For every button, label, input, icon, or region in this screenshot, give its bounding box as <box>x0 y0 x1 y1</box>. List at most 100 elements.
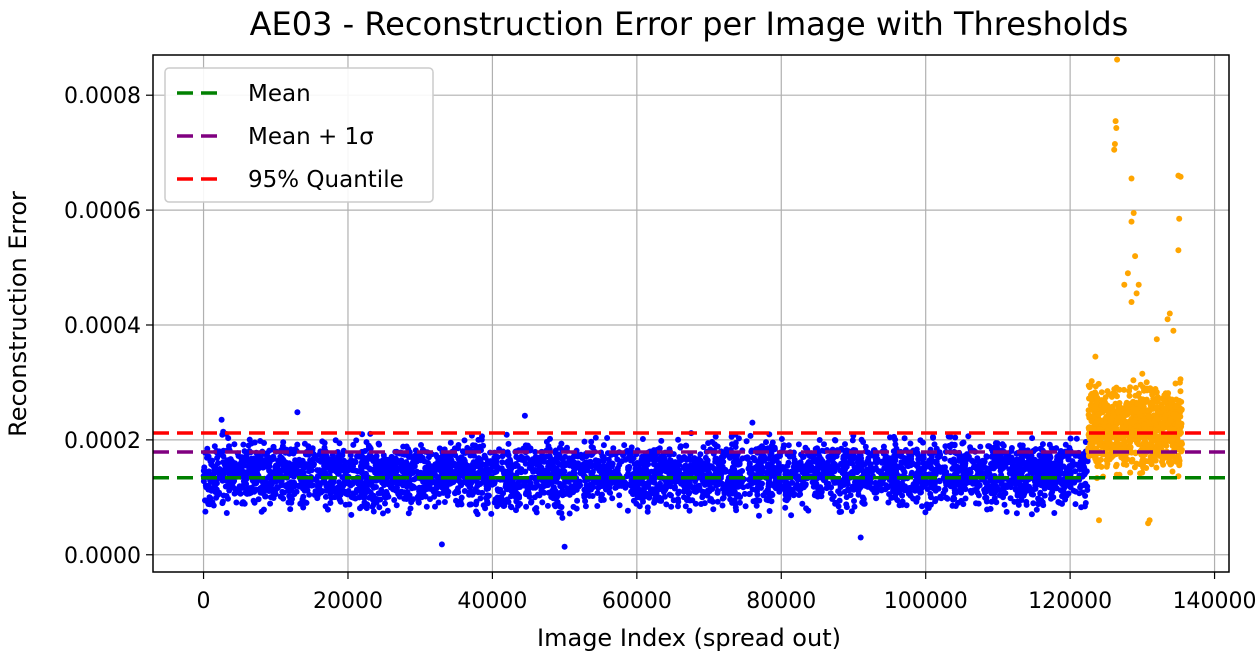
data-point <box>1026 486 1033 493</box>
data-point <box>584 467 591 474</box>
data-point <box>319 438 326 445</box>
data-point <box>663 481 670 488</box>
data-point <box>314 483 321 490</box>
data-point <box>817 474 824 481</box>
data-point <box>306 468 312 475</box>
data-point <box>785 459 792 466</box>
data-point <box>471 463 478 470</box>
data-point <box>759 458 766 465</box>
data-point <box>936 449 943 456</box>
data-point <box>815 488 822 495</box>
data-point <box>1049 488 1056 495</box>
data-point <box>728 433 735 440</box>
data-point <box>816 463 823 470</box>
data-point <box>306 491 313 498</box>
data-point <box>983 465 990 472</box>
data-point <box>437 462 444 469</box>
data-point <box>461 437 468 444</box>
data-point <box>964 473 971 480</box>
data-point <box>742 503 749 510</box>
data-point <box>915 485 922 491</box>
data-point <box>333 488 339 495</box>
data-point <box>927 490 934 497</box>
data-point <box>806 453 813 460</box>
data-point <box>754 484 761 491</box>
data-point <box>947 443 954 450</box>
data-point <box>1108 441 1115 448</box>
data-point <box>745 465 752 472</box>
data-point <box>1082 500 1089 506</box>
data-point <box>251 439 258 446</box>
data-point <box>813 481 820 487</box>
data-point <box>380 510 386 517</box>
data-point <box>577 482 584 489</box>
data-point <box>1037 471 1044 478</box>
data-point <box>243 481 250 487</box>
data-point <box>245 457 251 464</box>
data-point <box>873 495 880 502</box>
data-point <box>375 490 382 497</box>
data-point <box>376 504 383 511</box>
data-point <box>491 499 498 506</box>
data-point <box>532 506 538 513</box>
data-point <box>588 438 595 445</box>
data-point <box>920 439 926 446</box>
data-point <box>892 471 899 478</box>
data-point <box>889 457 896 464</box>
data-point <box>1037 464 1044 471</box>
data-point <box>994 440 1001 447</box>
data-point <box>857 534 864 541</box>
data-point <box>321 464 328 471</box>
data-point <box>435 499 442 506</box>
data-point <box>214 455 221 461</box>
data-point <box>559 487 566 494</box>
data-point <box>682 442 689 449</box>
data-point <box>331 494 338 501</box>
data-point <box>503 431 510 438</box>
data-point <box>580 453 587 460</box>
data-point <box>704 492 711 499</box>
data-point <box>1055 465 1062 472</box>
data-point <box>899 486 905 493</box>
data-point <box>363 439 370 446</box>
data-point <box>288 487 295 494</box>
data-point <box>1027 469 1034 476</box>
data-point <box>538 464 545 471</box>
data-point <box>423 503 430 510</box>
data-point <box>864 466 871 473</box>
data-point <box>947 483 954 490</box>
data-point <box>507 484 514 490</box>
data-point <box>299 496 306 503</box>
data-point <box>834 463 841 470</box>
data-point <box>1019 442 1026 449</box>
data-point <box>555 468 562 475</box>
data-point <box>785 495 792 502</box>
data-point <box>958 479 965 486</box>
data-point <box>605 463 612 469</box>
data-point <box>843 501 850 508</box>
data-point <box>942 464 948 471</box>
data-point <box>1008 448 1015 454</box>
data-point <box>205 486 212 493</box>
data-point <box>975 492 982 499</box>
data-point <box>930 485 937 492</box>
data-point <box>852 484 859 491</box>
data-point <box>408 499 415 506</box>
data-point <box>635 479 641 486</box>
data-point <box>973 500 979 507</box>
data-point <box>935 454 942 461</box>
data-point <box>1008 481 1015 488</box>
data-point <box>644 508 651 515</box>
data-point <box>1127 469 1134 476</box>
data-point <box>646 479 653 486</box>
data-point <box>1067 435 1074 442</box>
data-point <box>422 465 429 472</box>
data-point <box>546 466 552 473</box>
data-point <box>1122 418 1129 425</box>
data-point <box>260 506 267 513</box>
chart-title: AE03 - Reconstruction Error per Image wi… <box>250 5 1129 43</box>
data-point <box>270 444 277 450</box>
data-point <box>444 463 451 470</box>
data-point <box>765 497 772 504</box>
data-point <box>472 443 479 450</box>
